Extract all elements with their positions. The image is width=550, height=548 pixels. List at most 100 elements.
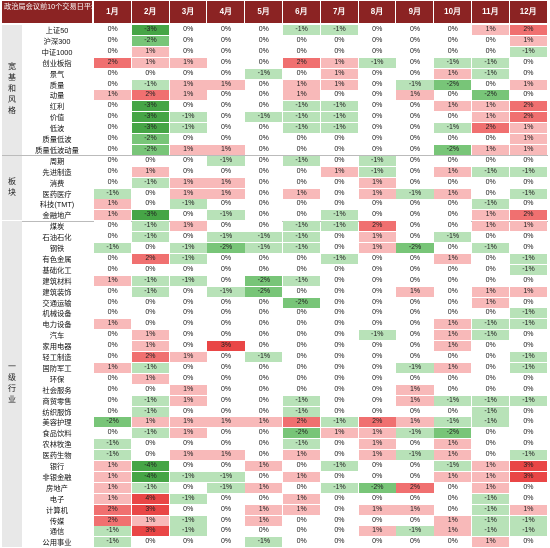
heatmap-cell: 0% <box>245 406 283 417</box>
heatmap-cell: 0% <box>245 101 283 112</box>
heatmap-cell: -1% <box>207 210 245 221</box>
heatmap-cell: -1% <box>245 243 283 253</box>
heatmap-cell: 1% <box>169 221 207 232</box>
heatmap-cell: 0% <box>245 395 283 406</box>
heatmap-cell: -1% <box>509 319 548 330</box>
heatmap-cell: -1% <box>131 79 170 90</box>
heatmap-cell: -1% <box>358 155 396 166</box>
heatmap-cell: 0% <box>245 471 283 482</box>
heatmap-cell: 0% <box>169 286 207 297</box>
heatmap-cell: -1% <box>320 461 359 471</box>
heatmap-cell: 0% <box>94 35 132 46</box>
row-label: 交通运输 <box>42 298 72 308</box>
heatmap-cell: 2% <box>509 101 548 112</box>
heatmap-cell: 0% <box>509 439 548 450</box>
row-label: 计算机 <box>46 505 68 515</box>
heatmap-cell: 0% <box>207 68 245 79</box>
heatmap-cell: 1% <box>169 177 207 188</box>
heatmap-cell: 0% <box>472 275 510 286</box>
heatmap-cell: 1% <box>509 134 548 144</box>
heatmap-cell: 1% <box>358 526 396 537</box>
heatmap-cell: 0% <box>283 515 321 526</box>
heatmap-cell: 0% <box>320 90 359 101</box>
heatmap-cell: 1% <box>283 79 321 90</box>
heatmap-cell: 1% <box>396 417 434 428</box>
heatmap-cell: 1% <box>320 79 359 90</box>
heatmap-cell: -1% <box>472 406 510 417</box>
heatmap-cell: -1% <box>320 25 359 35</box>
heatmap-cell: 1% <box>320 428 359 439</box>
heatmap-cell: -1% <box>320 253 359 264</box>
heatmap-cell: -1% <box>396 362 434 373</box>
heatmap-cell: 0% <box>396 264 434 275</box>
heatmap-cell: -1% <box>472 417 510 428</box>
heatmap-cell: 1% <box>131 57 170 68</box>
heatmap-cell: 1% <box>396 286 434 297</box>
heatmap-cell: 1% <box>358 177 396 188</box>
heatmap-cell: 0% <box>169 264 207 275</box>
heatmap-cell: 0% <box>396 112 434 123</box>
heatmap-cell: 0% <box>472 384 510 395</box>
month-header: 7月 <box>320 1 358 23</box>
heatmap-cell: 0% <box>207 166 245 177</box>
heatmap-cell: 0% <box>472 450 510 461</box>
heatmap-cell: 0% <box>169 210 207 221</box>
heatmap-cell: -2% <box>94 417 132 428</box>
heatmap-cell: 0% <box>472 308 510 319</box>
heatmap-cell: 0% <box>169 319 207 330</box>
heatmap-cell: 0% <box>207 373 245 384</box>
heatmap-cell: 0% <box>169 362 207 373</box>
heatmap-cell: 3% <box>509 461 548 471</box>
heatmap-cell: 0% <box>358 68 396 79</box>
heatmap-cell: 0% <box>245 439 283 450</box>
row-label: 社会服务 <box>42 385 72 395</box>
heatmap-cell: 0% <box>320 330 359 341</box>
heatmap-cell: -1% <box>283 221 321 232</box>
heatmap-cell: 3% <box>131 526 170 537</box>
heatmap-cell: 0% <box>320 373 359 384</box>
heatmap-cell: 0% <box>169 341 207 352</box>
heatmap-cell: 1% <box>434 450 472 461</box>
heatmap-cell: 1% <box>472 101 510 112</box>
heatmap-cell: -1% <box>472 199 510 210</box>
heatmap-cell: 1% <box>320 57 359 68</box>
heatmap-cell: 1% <box>509 221 548 232</box>
heatmap-cell: -1% <box>245 537 283 548</box>
heatmap-cell: 1% <box>358 243 396 253</box>
heatmap-cell: 0% <box>207 515 245 526</box>
heatmap-cell: 1% <box>396 395 434 406</box>
heatmap-cell: 1% <box>434 253 472 264</box>
heatmap-cell: 0% <box>283 134 321 144</box>
heatmap-cell: -1% <box>207 471 245 482</box>
heatmap-cell: 0% <box>207 308 245 319</box>
heatmap-cell: -2% <box>434 144 472 155</box>
heatmap-cell: -1% <box>320 210 359 221</box>
heatmap-cell: 1% <box>283 450 321 461</box>
heatmap-cell: 0% <box>320 362 359 373</box>
heatmap-cell: -1% <box>169 471 207 482</box>
heatmap-cell: 0% <box>169 134 207 144</box>
heatmap-cell: 0% <box>131 188 170 199</box>
heatmap-cell: 0% <box>207 384 245 395</box>
heatmap-cell: 1% <box>358 439 396 450</box>
row-label: 质量低波 <box>42 135 72 144</box>
heatmap-cell: 0% <box>245 493 283 504</box>
heatmap-cell: -1% <box>94 439 132 450</box>
heatmap-cell: 0% <box>396 155 434 166</box>
heatmap-cell: 0% <box>320 352 359 362</box>
heatmap-cell: 0% <box>320 199 359 210</box>
heatmap-cell: -1% <box>131 395 170 406</box>
heatmap-cell: -1% <box>358 330 396 341</box>
heatmap-cell: 0% <box>245 373 283 384</box>
heatmap-cell: -3% <box>131 112 170 123</box>
heatmap-cell: 0% <box>169 101 207 112</box>
heatmap-cell: -1% <box>472 330 510 341</box>
heatmap-cell: 0% <box>358 253 396 264</box>
heatmap-cell: 1% <box>434 330 472 341</box>
heatmap-cell: -1% <box>131 275 170 286</box>
heatmap-cell: 0% <box>169 35 207 46</box>
heatmap-cell: 0% <box>396 537 434 548</box>
heatmap-cell: 0% <box>169 25 207 35</box>
heatmap-cell: 0% <box>207 199 245 210</box>
heatmap-cell: -1% <box>94 526 132 537</box>
